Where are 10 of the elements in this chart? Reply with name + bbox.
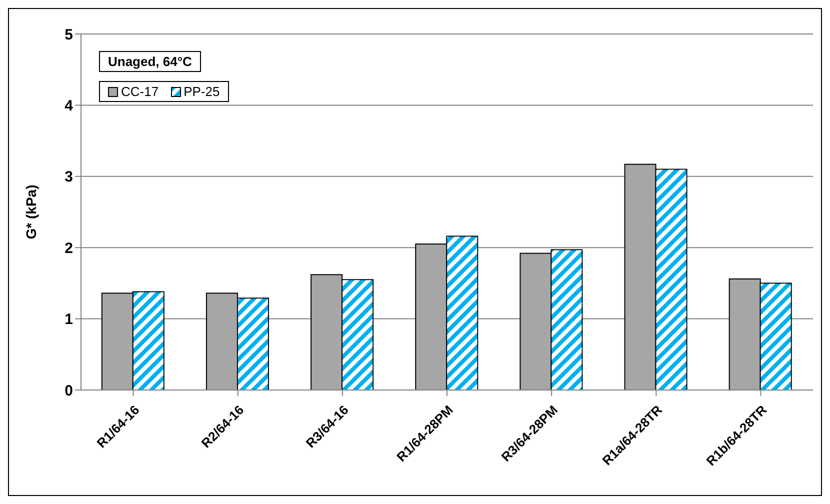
annotation: Unaged, 64°C [99, 51, 201, 72]
y-tick-label: 5 [64, 26, 73, 44]
y-tick-label: 1 [64, 311, 73, 328]
y-tick-label: 4 [64, 98, 74, 115]
y-tick-label: 0 [64, 382, 73, 400]
y-tick-label: 2 [64, 240, 73, 257]
legend-label: PP-25 [182, 84, 220, 99]
y-axis-title: G* (kPa) [22, 184, 39, 240]
legend-label: CC-17 [120, 84, 159, 99]
y-tick-label: 3 [64, 168, 73, 186]
